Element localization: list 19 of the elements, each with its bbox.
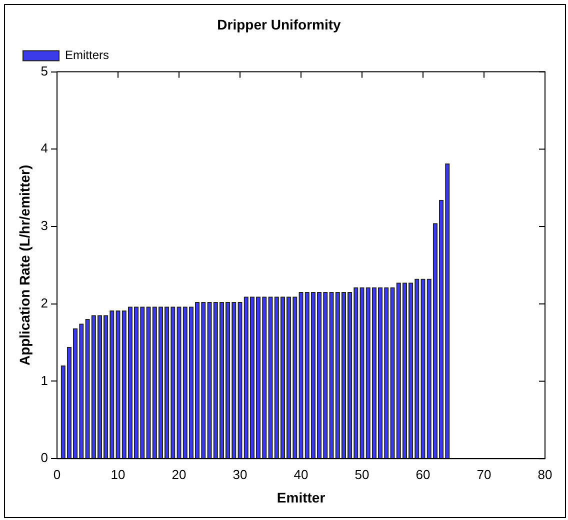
- chart-title: Dripper Uniformity: [217, 16, 342, 32]
- y-axis-title: Application Rate (L/hr/emitter): [16, 164, 32, 366]
- y-tick-label: 2: [40, 295, 48, 310]
- y-tick-label: 3: [40, 218, 48, 234]
- x-tick-label: 80: [538, 466, 552, 482]
- x-tick-label: 20: [172, 466, 186, 482]
- y-tick-label: 5: [40, 63, 48, 78]
- y-tick-label: 0: [40, 450, 48, 466]
- x-tick-label: 10: [110, 466, 126, 482]
- x-tick-label: 50: [354, 466, 370, 482]
- x-tick-label: 40: [294, 466, 308, 482]
- x-tick-label: 30: [232, 466, 248, 482]
- x-axis-title: Emitter: [276, 489, 326, 506]
- x-tick-label: 60: [416, 466, 430, 482]
- x-tick-label: 0: [53, 466, 61, 482]
- legend-label: Emitters: [65, 48, 110, 62]
- y-tick-label: 4: [40, 140, 48, 156]
- x-tick-label: 70: [476, 466, 492, 482]
- y-tick-label: 1: [40, 372, 48, 388]
